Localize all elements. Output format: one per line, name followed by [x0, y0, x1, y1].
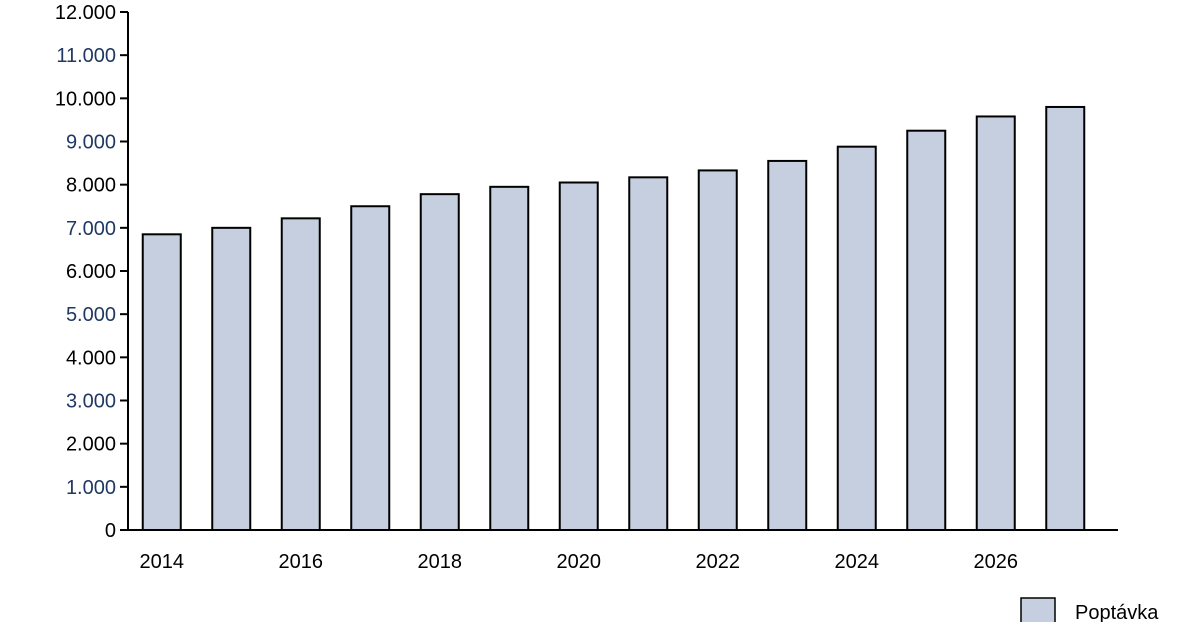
y-tick-label: 2.000 — [66, 434, 116, 456]
bar-2025 — [906, 129, 947, 531]
bar-2026 — [975, 115, 1016, 531]
bar-2019 — [489, 185, 530, 531]
y-tick-label: 9.000 — [66, 132, 116, 154]
bar-2023 — [767, 159, 808, 532]
x-tick-label: 2020 — [557, 551, 602, 573]
bar-2017 — [350, 205, 391, 531]
legend: Poptávka — [1020, 597, 1159, 622]
y-axis-ticks: 0 1.000 2.000 3.000 4.000 5.000 6.000 7.000 8.00… — [55, 2, 128, 542]
y-tick-label: 7.000 — [66, 218, 116, 240]
y-tick-label: 10.000 — [55, 88, 116, 110]
bars — [141, 105, 1086, 532]
y-tick-label: 12.000 — [55, 2, 116, 24]
x-tick-label: 2024 — [835, 551, 880, 573]
bar-2016 — [280, 217, 321, 531]
y-tick-label: 11.000 — [56, 45, 116, 67]
y-tick-label: 6.000 — [66, 261, 116, 283]
x-axis-ticks: 2014 2016 2018 2020 2022 2024 2026 — [140, 551, 1019, 573]
bar-2014 — [141, 233, 182, 532]
bar-2027 — [1045, 105, 1086, 531]
bar-2024 — [836, 145, 877, 531]
y-tick-label: 5.000 — [66, 304, 116, 326]
legend-label: Poptávka — [1075, 602, 1159, 622]
y-tick-label: 1.000 — [66, 477, 116, 499]
y-tick-label: 4.000 — [66, 347, 116, 369]
y-tick-label: 0 — [105, 520, 116, 542]
y-tick-label: 3.000 — [66, 391, 116, 413]
x-tick-label: 2018 — [418, 551, 463, 573]
x-tick-label: 2014 — [140, 551, 185, 573]
bar-2022 — [697, 169, 738, 531]
x-tick-label: 2016 — [279, 551, 324, 573]
x-tick-label: 2022 — [696, 551, 741, 573]
y-tick-label: 8.000 — [66, 175, 116, 197]
bar-2020 — [558, 181, 599, 531]
legend-swatch — [1020, 597, 1056, 622]
x-tick-label: 2026 — [974, 551, 1019, 573]
bar-2021 — [628, 176, 669, 531]
bar-2015 — [211, 226, 252, 531]
bar-2018 — [419, 193, 460, 531]
